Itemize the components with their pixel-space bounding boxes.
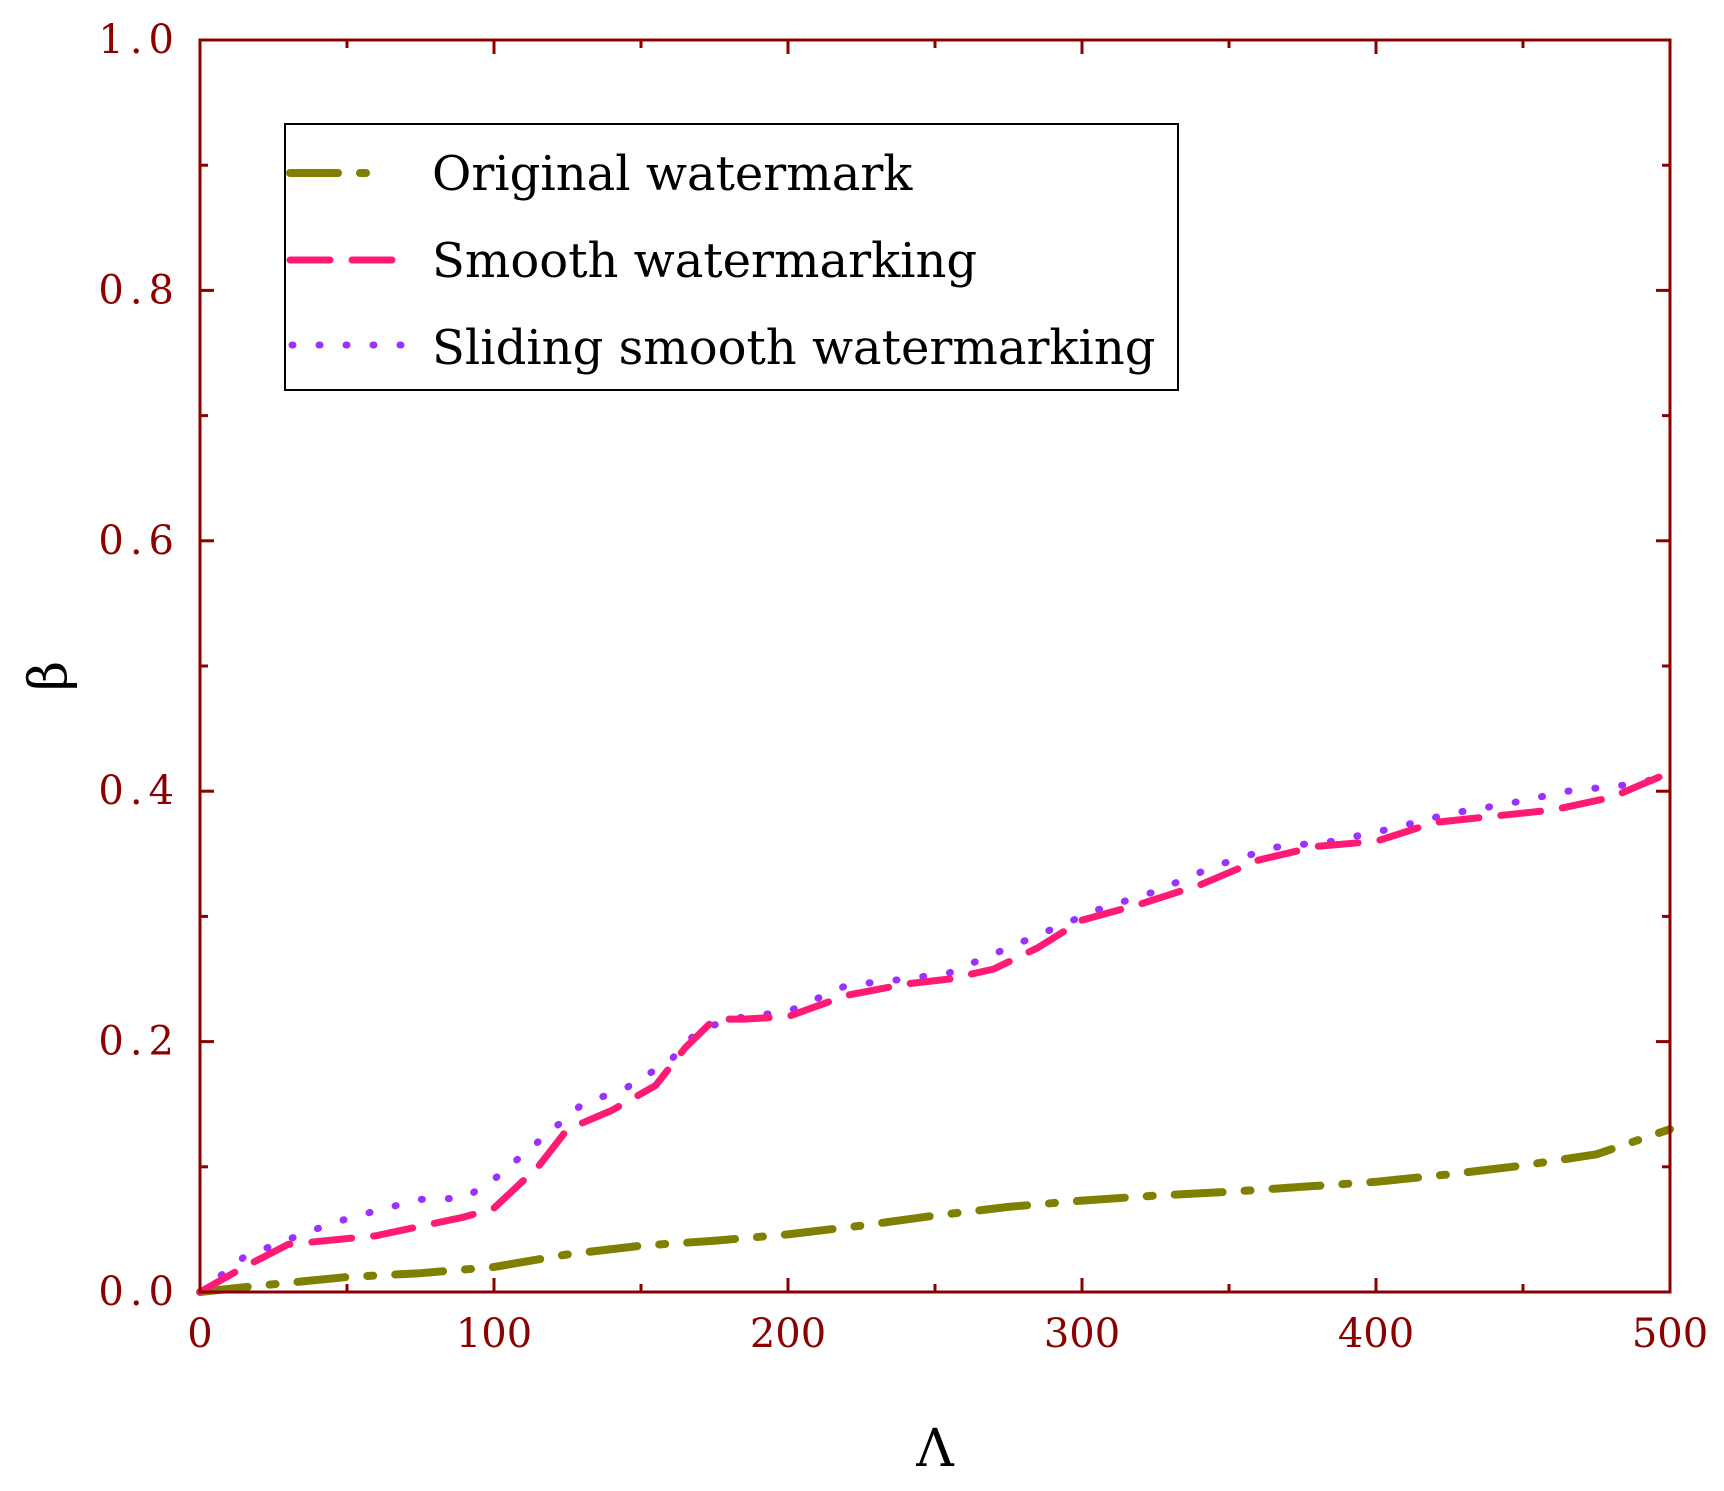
legend-label-sliding: Sliding smooth watermarking — [432, 320, 1155, 376]
legend-box — [284, 123, 1179, 391]
x-tick-label: 300 — [1044, 1311, 1120, 1357]
y-tick-label: 1.0 — [98, 17, 180, 63]
series-line-sliding-smooth-watermarking — [196, 772, 1674, 1296]
x-tick-label: 200 — [750, 1311, 826, 1357]
y-tick-label: 0.8 — [98, 267, 180, 313]
y-axis-title: β — [19, 661, 79, 691]
y-tick-label: 0.6 — [98, 518, 180, 564]
y-tick-label: 0.0 — [98, 1269, 180, 1315]
x-axis-title: Λ — [915, 1419, 955, 1479]
series-layer — [196, 768, 1674, 1296]
x-tick-label: 100 — [456, 1311, 532, 1357]
y-tick-label: 0.4 — [98, 768, 180, 814]
x-tick-label: 500 — [1632, 1311, 1708, 1357]
plot-frame — [198, 38, 1672, 1294]
legend-label-original: Original watermark — [432, 146, 913, 202]
legend-label-smooth: Smooth watermarking — [432, 233, 977, 289]
legend: Original watermark Smooth watermarking S… — [284, 123, 1179, 391]
series-line-smooth-watermarking — [196, 768, 1674, 1296]
x-tick-label: 400 — [1338, 1311, 1414, 1357]
x-tick-label: 0 — [187, 1311, 212, 1357]
y-tick-label: 0.2 — [98, 1019, 180, 1065]
tick-labels: 0 100 200 300 400 500 0.0 0.2 0.4 0.6 0.8 1.0 — [98, 17, 1708, 1357]
series-line-original-watermark — [196, 1125, 1674, 1296]
